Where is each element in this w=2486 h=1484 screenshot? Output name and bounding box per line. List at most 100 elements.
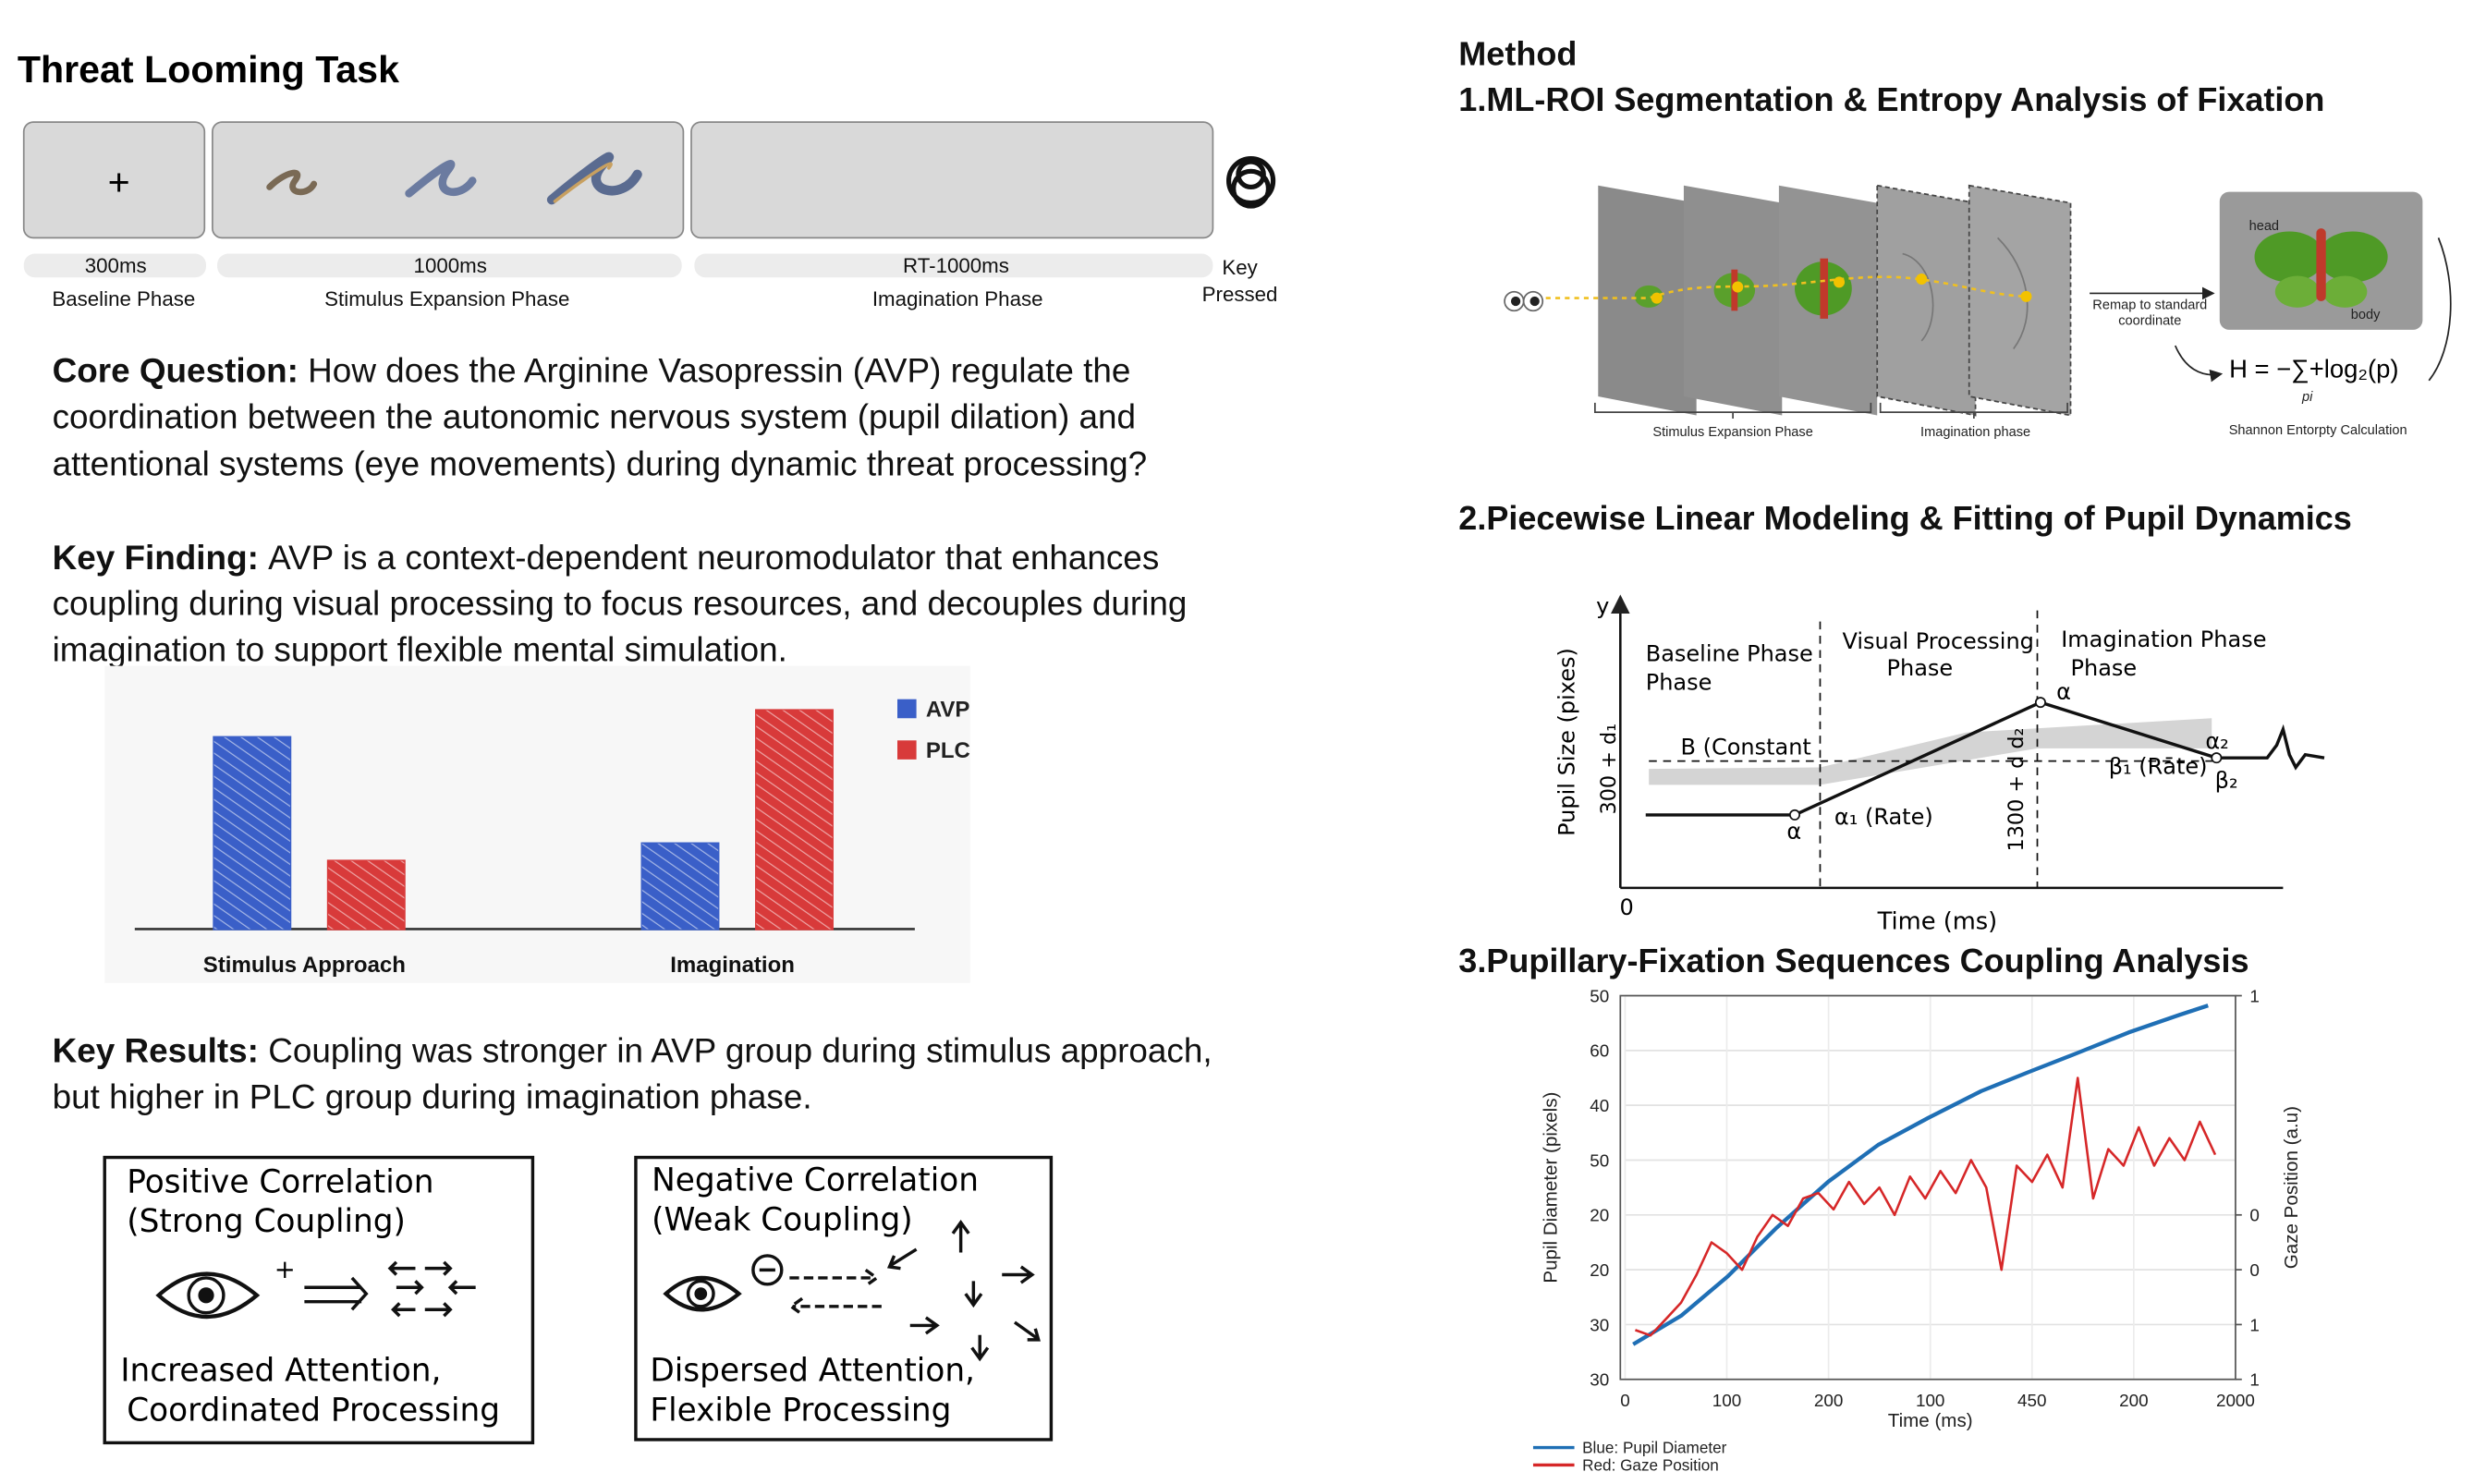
minus-sign — [751, 1254, 784, 1286]
box-title: (Strong Coupling) — [127, 1203, 406, 1240]
annotation: α₂ — [2205, 728, 2228, 754]
bar-texture — [756, 710, 833, 930]
key-icon — [1225, 156, 1276, 209]
eye — [187, 1276, 225, 1315]
x-tick-label: Imagination — [670, 953, 795, 978]
annotation: β₂ — [2215, 768, 2238, 794]
duration: 1000ms — [414, 254, 487, 277]
paragraph-line: imagination to support flexible mental s… — [53, 630, 787, 668]
phase-name: Imagination Phase — [872, 287, 1043, 310]
paragraph-line: but higher in PLC group during imaginati… — [53, 1077, 812, 1115]
axis-label: Pupil Size (pixes) — [1554, 648, 1580, 836]
caption: Shannon Entorpty Calculation — [2229, 423, 2407, 438]
paragraph-line: Key Finding: AVP is a context-dependent … — [53, 539, 1160, 577]
paragraph-line: Core Question: How does the Arginine Vas… — [53, 352, 1131, 390]
axis-label: 0 — [1620, 894, 1634, 920]
arrows — [788, 1219, 1041, 1362]
y-tick-label: 30 — [1590, 1370, 1609, 1390]
x-tick-label: 450 — [2017, 1391, 2046, 1410]
phase-label: Phase — [1646, 669, 1712, 695]
paragraph-line: Key Results: Coupling was stronger in AV… — [53, 1032, 1213, 1070]
legend-swatch — [897, 699, 917, 719]
box-caption: Dispersed Attention, — [650, 1352, 975, 1389]
title: Threat Looming Task — [18, 48, 399, 91]
legend-swatch — [897, 740, 917, 760]
phase-box — [212, 121, 685, 239]
annotation: 300 + d₁ — [1597, 724, 1621, 815]
y-tick-label: 50 — [1590, 1150, 1609, 1170]
y2-tick-label: 1 — [2249, 1370, 2259, 1390]
phase-box — [690, 121, 1214, 239]
paragraph-line: attentional systems (eye movements) duri… — [53, 445, 1148, 483]
x-axis-label: Time (ms) — [1888, 1410, 1973, 1431]
phase-label: Visual Processing — [1842, 628, 2033, 654]
eyes — [1504, 290, 1544, 312]
bar-texture — [213, 736, 290, 930]
axis-label: Time (ms) — [1877, 907, 1998, 935]
y-tick-label: 20 — [1590, 1260, 1609, 1280]
box-caption: Flexible Processing — [650, 1392, 951, 1429]
fixation-dots — [1651, 273, 2032, 304]
x-tick-label: 100 — [1916, 1391, 1944, 1410]
roi-label: head — [2249, 219, 2279, 234]
plot-frame — [1619, 994, 2236, 1381]
frame-panel — [1876, 184, 1977, 417]
negative-box: Negative Correlation (Weak Coupling) Dis… — [634, 1155, 1054, 1441]
eye — [694, 1287, 708, 1300]
phase-label: Imagination phase — [1920, 425, 2030, 440]
y2-tick-label: 1 — [2249, 1315, 2259, 1334]
eye — [686, 1279, 715, 1308]
y2-tick-label: 0 — [2249, 1260, 2259, 1280]
snakes — [266, 152, 642, 205]
roi-label: body — [2351, 308, 2381, 322]
y2-tick-label: 1 — [2249, 986, 2259, 1005]
arrows — [304, 1260, 476, 1318]
legend-label: Blue: Pupil Diameter — [1582, 1439, 1727, 1457]
sign: + — [274, 1256, 296, 1284]
x-tick-label: Stimulus Approach — [203, 953, 406, 978]
duration-pill — [694, 253, 1213, 278]
phase-name: Stimulus Expansion Phase — [324, 287, 569, 310]
arrow — [2174, 345, 2224, 383]
bar-texture — [641, 843, 719, 930]
duration-pill — [23, 253, 207, 278]
heading: Method — [1458, 34, 1577, 72]
x-tick-label: 200 — [1814, 1391, 1843, 1410]
duration: RT-1000ms — [903, 254, 1009, 277]
series-line — [1632, 1004, 2209, 1346]
eye — [663, 1275, 742, 1312]
y-tick-label: 50 — [1590, 986, 1609, 1005]
legend-label: Red: Gaze Position — [1582, 1455, 1719, 1474]
key-label: Key — [1222, 256, 1258, 279]
formula-sub: pi — [2301, 390, 2313, 405]
x-tick-label: 200 — [2119, 1391, 2148, 1410]
x-tick-label: 2000 — [2216, 1391, 2255, 1410]
frame-panel — [1968, 184, 2072, 417]
fixation-cross: + — [108, 161, 130, 203]
eye — [155, 1271, 261, 1320]
box-title: Positive Correlation — [127, 1163, 433, 1200]
box — [634, 1155, 1054, 1441]
phase-label: Baseline Phase — [1646, 640, 1813, 666]
annotation: α — [1786, 819, 1801, 845]
formula: H = −∑+log₂(p) — [2229, 354, 2398, 383]
breakpoint — [2034, 697, 2046, 709]
breakpoint — [2211, 752, 2223, 764]
y-tick-label: 20 — [1590, 1206, 1609, 1225]
y2-tick-label: 0 — [2249, 1206, 2259, 1225]
section-title: 2.Piecewise Linear Modeling & Fitting of… — [1458, 499, 2352, 537]
duration: 300ms — [85, 254, 147, 277]
y-axis-label: Pupil Diameter (pixels) — [1541, 1092, 1562, 1283]
annotation: B (Constant — [1680, 735, 1810, 760]
positive-box: Positive Correlation (Strong Coupling) +… — [103, 1155, 535, 1445]
y-tick-label: 60 — [1590, 1041, 1609, 1061]
arrow — [2428, 237, 2452, 382]
phase-box — [22, 121, 206, 239]
annotation: β₁ (Rāte) — [2109, 753, 2208, 779]
annotation: α — [2056, 679, 2071, 705]
box-caption: Increased Attention, — [120, 1352, 441, 1389]
bracket — [1593, 402, 2068, 419]
annotation: 1300 + d d₂ — [2005, 728, 2029, 852]
timeline: + 300ms Baseline Phase 1000ms Stimulus E… — [22, 121, 1277, 310]
annotation: α₁ (Rate) — [1834, 804, 1933, 830]
